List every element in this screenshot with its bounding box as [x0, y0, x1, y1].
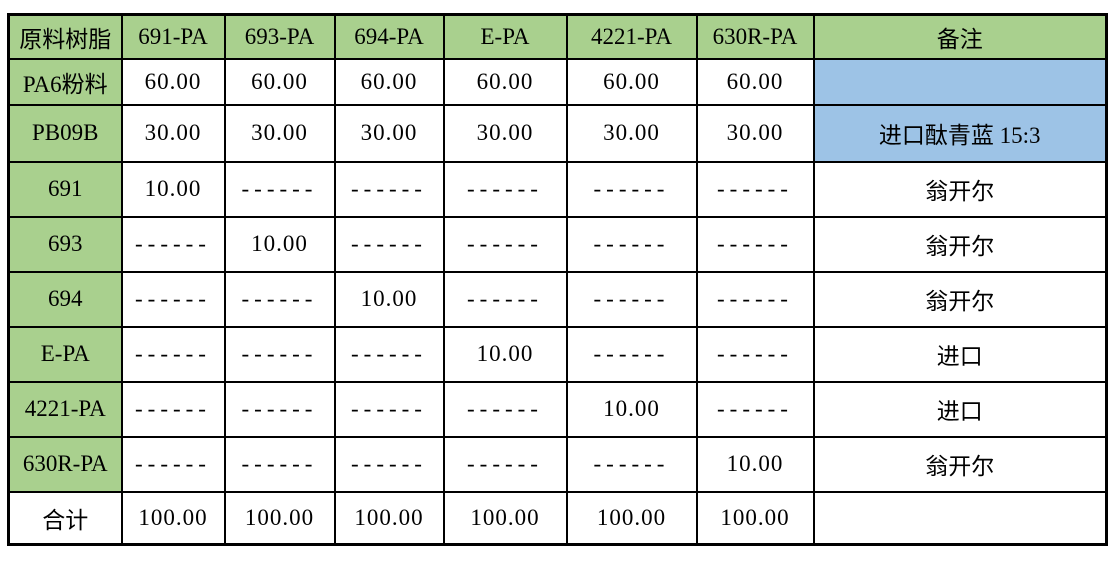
col-header-693pa: 693-PA — [223, 13, 336, 60]
row-label: PB09B — [7, 103, 123, 163]
row-label: 4221-PA — [7, 380, 123, 438]
note-cell: 进口酞青蓝 15:3 — [812, 103, 1108, 163]
value-cell: ------ — [333, 435, 445, 493]
value-cell: ------ — [695, 380, 815, 438]
value-cell: ------ — [333, 380, 445, 438]
value-cell: 30.00 — [223, 103, 336, 163]
value-cell: 10.00 — [695, 435, 815, 493]
value-cell: 100.00 — [223, 490, 336, 546]
value-cell: ------ — [565, 435, 698, 493]
note-cell — [812, 490, 1108, 546]
col-header-4221pa: 4221-PA — [565, 13, 698, 60]
value-cell: ------ — [442, 160, 568, 218]
value-cell: 60.00 — [442, 57, 568, 106]
table-row-pb09b: PB09B 30.00 30.00 30.00 30.00 30.00 30.0… — [7, 103, 1108, 163]
row-label: 693 — [7, 215, 123, 273]
value-cell: ------ — [565, 215, 698, 273]
table-row-693: 693 ------ 10.00 ------ ------ ------ --… — [7, 215, 1108, 273]
value-cell: ------ — [565, 270, 698, 328]
value-cell: ------ — [333, 215, 445, 273]
table-row-epa: E-PA ------ ------ ------ 10.00 ------ -… — [7, 325, 1108, 383]
row-label: 694 — [7, 270, 123, 328]
col-header-694pa: 694-PA — [333, 13, 445, 60]
table-row-total: 合计 100.00 100.00 100.00 100.00 100.00 10… — [7, 490, 1108, 546]
value-cell: ------ — [120, 270, 226, 328]
value-cell: 100.00 — [333, 490, 445, 546]
value-cell: ------ — [695, 160, 815, 218]
value-cell: 100.00 — [120, 490, 226, 546]
value-cell: ------ — [333, 325, 445, 383]
table-row-691: 691 10.00 ------ ------ ------ ------ --… — [7, 160, 1108, 218]
value-cell: ------ — [223, 270, 336, 328]
value-cell: ------ — [565, 325, 698, 383]
header-row: 原料树脂 691-PA 693-PA 694-PA E-PA 4221-PA 6… — [7, 13, 1108, 60]
col-header-material: 原料树脂 — [7, 13, 123, 60]
table-row-630rpa: 630R-PA ------ ------ ------ ------ ----… — [7, 435, 1108, 493]
col-header-691pa: 691-PA — [120, 13, 226, 60]
value-cell: 30.00 — [442, 103, 568, 163]
note-cell: 进口 — [812, 380, 1108, 438]
table-row-pa6: PA6粉料 60.00 60.00 60.00 60.00 60.00 60.0… — [7, 57, 1108, 106]
value-cell: 60.00 — [695, 57, 815, 106]
note-cell: 翁开尔 — [812, 215, 1108, 273]
value-cell: 30.00 — [565, 103, 698, 163]
value-cell: ------ — [442, 270, 568, 328]
value-cell: 10.00 — [565, 380, 698, 438]
value-cell: ------ — [223, 160, 336, 218]
row-label: E-PA — [7, 325, 123, 383]
row-label: PA6粉料 — [7, 57, 123, 106]
note-cell: 进口 — [812, 325, 1108, 383]
value-cell: 10.00 — [223, 215, 336, 273]
note-cell: 翁开尔 — [812, 270, 1108, 328]
value-cell: ------ — [695, 215, 815, 273]
row-label: 630R-PA — [7, 435, 123, 493]
value-cell: ------ — [223, 435, 336, 493]
value-cell: 10.00 — [120, 160, 226, 218]
value-cell: ------ — [120, 325, 226, 383]
value-cell: 10.00 — [333, 270, 445, 328]
value-cell: ------ — [565, 160, 698, 218]
value-cell: ------ — [442, 380, 568, 438]
col-header-epa: E-PA — [442, 13, 568, 60]
value-cell: ------ — [223, 380, 336, 438]
value-cell: ------ — [333, 160, 445, 218]
col-header-remark: 备注 — [812, 13, 1108, 60]
value-cell: ------ — [442, 215, 568, 273]
value-cell: 60.00 — [120, 57, 226, 106]
value-cell: ------ — [695, 325, 815, 383]
value-cell: 100.00 — [565, 490, 698, 546]
row-label-total: 合计 — [7, 490, 123, 546]
value-cell: ------ — [695, 270, 815, 328]
table-row-694: 694 ------ ------ 10.00 ------ ------ --… — [7, 270, 1108, 328]
value-cell: ------ — [442, 435, 568, 493]
row-label: 691 — [7, 160, 123, 218]
value-cell: 60.00 — [223, 57, 336, 106]
value-cell: 100.00 — [442, 490, 568, 546]
value-cell: 60.00 — [333, 57, 445, 106]
value-cell: 30.00 — [120, 103, 226, 163]
value-cell: 10.00 — [442, 325, 568, 383]
note-cell — [812, 57, 1108, 106]
formulation-table: 原料树脂 691-PA 693-PA 694-PA E-PA 4221-PA 6… — [7, 13, 1108, 546]
value-cell: ------ — [120, 380, 226, 438]
value-cell: ------ — [120, 435, 226, 493]
value-cell: 30.00 — [333, 103, 445, 163]
note-cell: 翁开尔 — [812, 435, 1108, 493]
value-cell: 60.00 — [565, 57, 698, 106]
value-cell: 100.00 — [695, 490, 815, 546]
col-header-630rpa: 630R-PA — [695, 13, 815, 60]
value-cell: 30.00 — [695, 103, 815, 163]
value-cell: ------ — [120, 215, 226, 273]
note-cell: 翁开尔 — [812, 160, 1108, 218]
table-row-4221pa: 4221-PA ------ ------ ------ ------ 10.0… — [7, 380, 1108, 438]
value-cell: ------ — [223, 325, 336, 383]
